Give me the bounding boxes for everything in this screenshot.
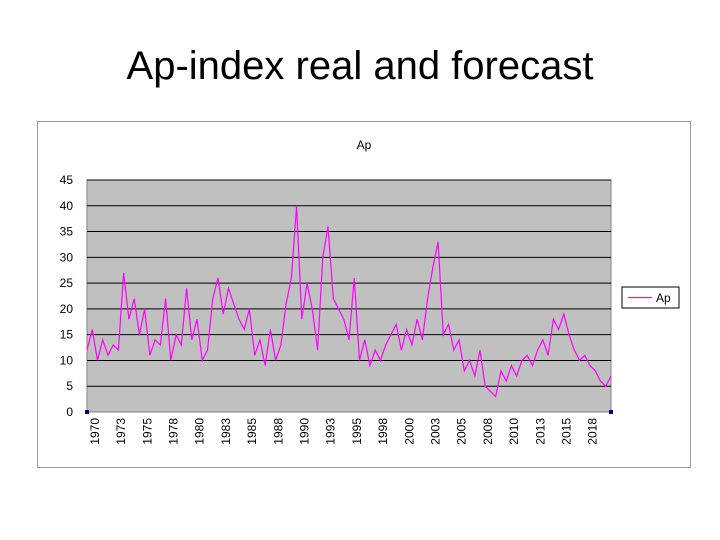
- x-tick-label-1973: 1973: [114, 418, 128, 445]
- y-tick-label-35: 35: [60, 225, 74, 239]
- x-tick-label-2003: 2003: [428, 418, 442, 445]
- x-tick-label-1998: 1998: [376, 418, 390, 445]
- plot-area: [86, 179, 612, 413]
- series-end-marker: [609, 410, 613, 414]
- series-line-ap: [86, 205, 612, 398]
- x-tick-label-1978: 1978: [166, 418, 180, 445]
- y-axis: 0 5 10 15 20 25 30 35 40 45: [60, 173, 74, 419]
- x-tick-label-1988: 1988: [271, 418, 285, 445]
- x-tick-label-1993: 1993: [324, 418, 338, 445]
- y-tick-label-45: 45: [60, 173, 74, 187]
- y-tick-label-0: 0: [66, 405, 73, 419]
- x-tick-label-2013: 2013: [533, 418, 547, 445]
- chart-title: Ap: [357, 138, 372, 152]
- y-tick-label-40: 40: [60, 199, 74, 213]
- chart-frame: Ap 0 5 10 15 20 25 30 35 40 45 1970 1973 1975 1978 19…: [37, 121, 691, 468]
- y-tick-label-15: 15: [60, 328, 74, 342]
- x-tick-label-2000: 2000: [402, 418, 416, 445]
- series-start-marker: [85, 410, 89, 414]
- x-tick-label-1980: 1980: [193, 418, 207, 445]
- x-tick-label-1975: 1975: [140, 418, 154, 445]
- y-tick-label-30: 30: [60, 250, 74, 264]
- x-tick-label-1985: 1985: [245, 418, 259, 445]
- x-tick-label-2018: 2018: [586, 418, 600, 445]
- x-tick-label-1983: 1983: [219, 418, 233, 445]
- grid-lines: [87, 179, 611, 387]
- y-tick-label-10: 10: [60, 353, 74, 367]
- x-tick-label-1995: 1995: [350, 418, 364, 445]
- y-tick-label-20: 20: [60, 302, 74, 316]
- x-tick-label-1990: 1990: [297, 418, 311, 445]
- x-axis: 1970 1973 1975 1978 1980 1983 1985 1988 1990 1993…: [88, 418, 600, 445]
- legend: Ap: [621, 286, 680, 309]
- x-tick-label-1970: 1970: [88, 418, 102, 445]
- x-tick-label-2015: 2015: [559, 418, 573, 445]
- y-tick-label-25: 25: [60, 276, 74, 290]
- slide-title: Ap-index real and forecast: [126, 44, 594, 88]
- y-tick-label-5: 5: [66, 379, 73, 393]
- legend-label: Ap: [656, 291, 671, 305]
- series-layer: [85, 205, 613, 414]
- x-tick-label-2010: 2010: [507, 418, 521, 445]
- x-tick-label-2005: 2005: [455, 418, 469, 445]
- x-tick-label-2008: 2008: [481, 418, 495, 445]
